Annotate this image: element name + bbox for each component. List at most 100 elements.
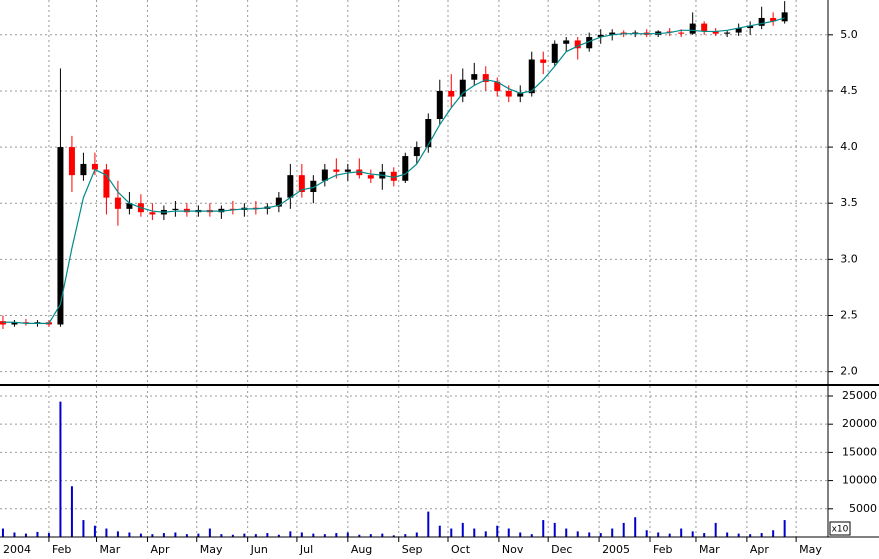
volume-bar (519, 532, 522, 537)
volume-bar (542, 520, 545, 537)
volume-bar (691, 531, 694, 537)
volume-bar (772, 530, 775, 537)
y-tick-label: 5.0 (840, 28, 858, 41)
candle-body (758, 17, 765, 26)
candle-body (482, 74, 489, 82)
volume-bar (231, 534, 234, 537)
volume-bar (139, 533, 142, 537)
candle-body (287, 175, 294, 198)
volume-bar (576, 531, 579, 537)
x-tick-label: Mar (100, 543, 121, 556)
x-tick-label: Oct (451, 543, 471, 556)
y-tick-label: 2.0 (840, 365, 858, 378)
volume-bar (599, 533, 602, 537)
volume-bar (312, 533, 315, 537)
volume-bar (162, 533, 165, 537)
y-tick-label: 2.5 (840, 309, 858, 322)
volume-bar (530, 534, 533, 537)
volume-bar (392, 535, 395, 537)
volume-bar (174, 532, 177, 537)
candle-body (149, 212, 156, 215)
candle-body (574, 40, 581, 49)
y-tick-label: 20000 (842, 417, 877, 430)
candle-body (609, 32, 616, 35)
candle-body (586, 37, 593, 49)
candle-body (413, 147, 420, 157)
multiplier-box (829, 521, 851, 536)
volume-bar (82, 520, 85, 537)
volume-bar (13, 532, 16, 537)
volume-bar (266, 533, 269, 537)
volume-bar (645, 530, 648, 537)
candle-body (80, 163, 87, 176)
volume-bar (254, 534, 257, 537)
candle-body (724, 32, 731, 34)
y-tick-label: 3.0 (840, 252, 858, 265)
candle-body (333, 169, 340, 172)
candle-body (448, 90, 455, 97)
volume-bar (450, 528, 453, 537)
x-tick-label: Feb (52, 543, 71, 556)
volume-bar (358, 534, 361, 537)
volume-bar (611, 528, 614, 537)
candle-body (298, 175, 305, 192)
volume-bar (404, 534, 407, 537)
volume-bar (243, 533, 246, 537)
volume-bar (680, 528, 683, 537)
volume-bar (588, 532, 591, 537)
y-tick-label: 10000 (842, 474, 877, 487)
volume-bar (668, 533, 671, 537)
volume-bar (484, 531, 487, 537)
volume-bar (24, 533, 27, 537)
x-tick-label: Nov (502, 543, 524, 556)
candle-body (712, 31, 719, 34)
volume-bar (726, 532, 729, 537)
volume-bar (116, 531, 119, 537)
candle-body (563, 40, 570, 44)
y-tick-label: 3.5 (840, 196, 858, 209)
candle-body (390, 171, 397, 181)
x-tick-label: 2005 (602, 543, 630, 556)
candle-body (310, 180, 317, 192)
volume-bar (220, 534, 223, 537)
volume-bar (438, 525, 441, 537)
candle-body (57, 147, 64, 325)
x-tick-label: Apr (150, 543, 170, 556)
volume-bar (1, 528, 4, 537)
volume-bar (749, 534, 752, 537)
volume-bar (427, 511, 430, 537)
candle-body (505, 90, 512, 97)
candle-body (91, 163, 98, 170)
candle-body (459, 79, 466, 97)
candle-body (540, 59, 547, 63)
candle-body (402, 156, 409, 181)
volume-bar (185, 534, 188, 537)
volume-bar (105, 528, 108, 537)
x-tick-label: Feb (653, 543, 672, 556)
volume-bar (197, 533, 200, 537)
volume-bar (36, 531, 39, 537)
volume-bar (289, 531, 292, 537)
volume-bar (277, 534, 280, 537)
candle-body (689, 23, 696, 34)
x-tick-label: Apr (750, 543, 770, 556)
x-tick-label: Jun (250, 543, 268, 556)
volume-bar (553, 522, 556, 537)
volume-bar (415, 532, 418, 537)
volume-bar (93, 525, 96, 537)
x-tick-label: May (200, 543, 223, 556)
candle-body (367, 175, 374, 179)
volume-bar (323, 534, 326, 537)
volume-bar (565, 528, 568, 537)
volume-bar (346, 532, 349, 537)
moving-average (2, 17, 785, 324)
y-tick-label: 5000 (849, 502, 877, 515)
y-tick-label: 25000 (842, 389, 877, 402)
x-tick-label: May (799, 543, 822, 556)
candle-body (781, 12, 788, 22)
candle-body (597, 34, 604, 38)
candle-body (517, 93, 524, 97)
volume-bar (300, 532, 303, 537)
volume-bar (737, 533, 740, 537)
